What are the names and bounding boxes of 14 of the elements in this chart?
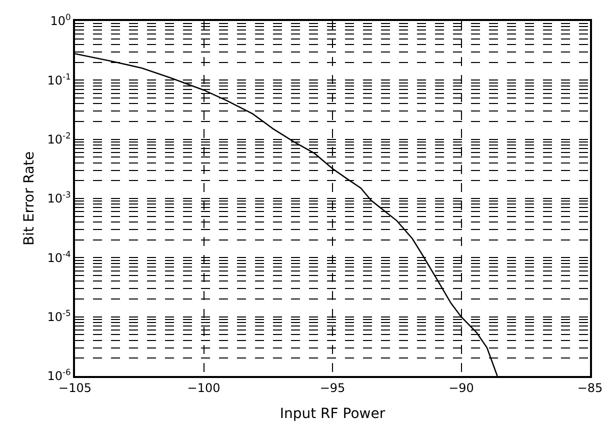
y-tick-label: 10$^{-2}$: [47, 130, 71, 147]
y-tick-label: 10$^{-1}$: [47, 71, 71, 88]
x-axis-title: Input RF Power: [280, 406, 386, 422]
y-tick-label: 10$^{-6}$: [47, 367, 71, 384]
x-tick-label: −100: [187, 381, 220, 396]
x-tick-label: −90: [448, 381, 474, 396]
y-tick-label: 10$^{-3}$: [47, 190, 71, 206]
y-tick-label: 10$^{-5}$: [47, 308, 71, 324]
x-tick-label: −105: [58, 381, 92, 396]
y-axis-title: Bit Error Rate: [21, 151, 38, 246]
y-tick-label: 10$^{-4}$: [47, 248, 71, 265]
x-tick-label: −85: [577, 381, 603, 396]
y-tick-label: 10$^{0}$: [50, 12, 71, 28]
x-tick-label: −95: [320, 381, 346, 396]
